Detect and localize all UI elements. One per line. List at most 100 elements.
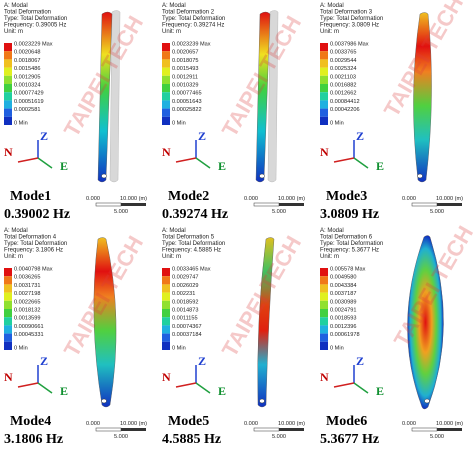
deformed-tower	[93, 237, 117, 408]
legend-label: 0.0040798 Max	[14, 266, 53, 272]
axis-n	[175, 157, 197, 163]
scale-start: 0.000	[402, 421, 416, 427]
header-line: Type: Total Deformation	[4, 241, 67, 247]
tower-base-hole	[259, 173, 265, 179]
legend-label: 0.0002581	[14, 107, 40, 113]
legend-swatch	[320, 341, 328, 350]
scale-end: 10.000 (m)	[436, 196, 463, 202]
legend-swatch	[4, 341, 12, 350]
scale-bar-right	[121, 203, 146, 206]
scale-bar-left	[95, 427, 122, 432]
mode-label: Mode4	[10, 414, 51, 429]
compass-n: N	[4, 145, 13, 159]
legend-swatch	[4, 92, 12, 101]
header-line: Unit: m	[4, 254, 23, 260]
scale-bar-left	[253, 202, 280, 207]
scale-start: 0.000	[402, 196, 416, 202]
scale-start: 0.000	[86, 421, 100, 427]
axis-e	[353, 382, 369, 394]
frequency-label: 0.39274 Hz	[162, 207, 228, 222]
legend-swatch	[320, 43, 328, 52]
header-line: A: Modal	[162, 3, 186, 9]
legend-swatch	[4, 309, 12, 318]
legend-swatch	[4, 292, 12, 301]
scale-mid: 5.000	[430, 209, 444, 215]
scale-mid: 5.000	[430, 434, 444, 440]
tower-base-hole	[259, 398, 265, 404]
legend-label: 0.0027198	[14, 291, 40, 297]
legend-swatch	[162, 284, 170, 293]
legend-swatch	[4, 268, 12, 277]
axis-e	[195, 157, 211, 169]
header-line: Total Deformation 3	[320, 10, 373, 16]
legend-label: 0.005578 Max	[330, 266, 366, 272]
legend-swatch	[320, 292, 328, 301]
compass-n: N	[320, 145, 329, 159]
compass-z: Z	[198, 354, 206, 368]
header-line: Type: Total Deformation	[4, 16, 67, 22]
header-line: Type: Total Deformation	[320, 16, 383, 22]
legend-swatch	[320, 59, 328, 68]
legend-label: 0.00090661	[14, 324, 44, 330]
legend-swatch	[4, 108, 12, 117]
legend-label: 0.0036265	[14, 275, 40, 281]
compass-e: E	[60, 159, 68, 173]
legend-label: 0.0023239 Max	[172, 41, 211, 47]
compass-e: E	[376, 159, 384, 173]
compass-e: E	[60, 384, 68, 398]
legend-label: 0.0033765	[330, 50, 356, 56]
legend-label: 0 Min	[330, 120, 344, 126]
scale-mid: 5.000	[272, 434, 286, 440]
legend-swatch	[4, 333, 12, 342]
legend-swatch	[320, 51, 328, 60]
legend-swatch	[162, 100, 170, 109]
scale-start: 0.000	[86, 196, 100, 202]
legend-label: 0.0037187	[330, 291, 356, 297]
scale-end: 10.000 (m)	[120, 421, 147, 427]
axis-e	[195, 382, 211, 394]
legend-label: 0.0012911	[172, 74, 198, 80]
legend-label: 0.0021103	[330, 74, 356, 80]
header-line: Unit: m	[4, 29, 23, 35]
undeformed-tower	[109, 10, 121, 183]
scale-start: 0.000	[244, 196, 258, 202]
legend-swatch	[162, 317, 170, 326]
header-line: A: Modal	[320, 228, 344, 234]
legend-label: 0.0012396	[330, 324, 356, 330]
compass-n: N	[162, 145, 171, 159]
legend-label: 0.0037986 Max	[330, 41, 369, 47]
header-line: Type: Total Deformation	[162, 16, 225, 22]
legend-label: 0.00077429	[14, 91, 44, 97]
header-line: Frequency: 5.3677 Hz	[320, 248, 379, 254]
legend-swatch	[4, 84, 12, 93]
legend-label: 0.0018593	[330, 316, 356, 322]
legend-label: 0.0020657	[172, 50, 198, 56]
legend-swatch	[320, 268, 328, 277]
axis-e	[37, 157, 53, 169]
legend-swatch	[4, 43, 12, 52]
legend-swatch	[320, 100, 328, 109]
legend-label: 0.0018592	[172, 299, 198, 305]
legend-label: 0.0024791	[330, 307, 356, 313]
legend-swatch	[4, 325, 12, 334]
legend-label: 0.002231	[172, 291, 195, 297]
header-line: A: Modal	[320, 3, 344, 9]
legend-label: 0.00061978	[330, 332, 360, 338]
legend-swatch	[162, 59, 170, 68]
legend-swatch	[320, 67, 328, 76]
legend-swatch	[162, 51, 170, 60]
legend-label: 0.0018067	[14, 58, 40, 64]
legend-swatch	[162, 309, 170, 318]
legend-swatch	[162, 84, 170, 93]
axis-n	[333, 157, 355, 163]
compass-n: N	[162, 370, 171, 384]
legend-swatch	[320, 92, 328, 101]
legend-label: 0.0033465 Max	[172, 266, 211, 272]
scale-mid: 5.000	[114, 434, 128, 440]
legend-swatch	[4, 75, 12, 84]
scale-end: 10.000 (m)	[278, 196, 305, 202]
legend-label: 0 Min	[14, 345, 28, 351]
header-line: Total Deformation 5	[162, 235, 215, 241]
